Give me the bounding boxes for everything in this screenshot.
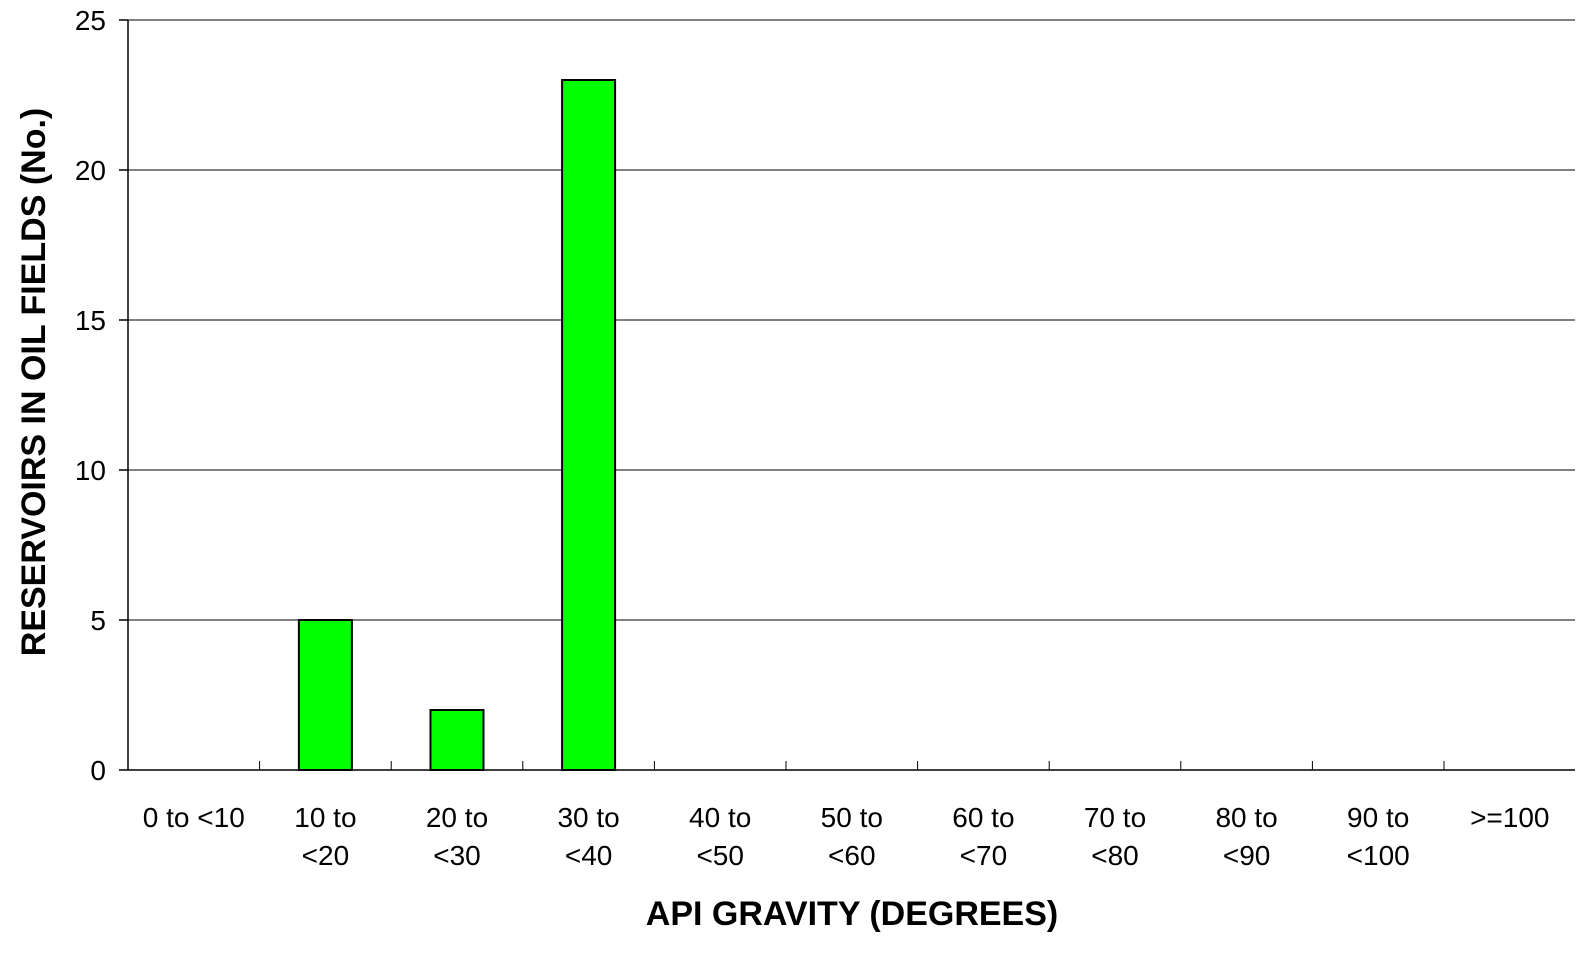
bar [429,709,485,771]
x-tick-label: >=100 [1470,802,1549,833]
tick-labels: 0 5 10 15 20 25 0 to <10 10 to <20 20 to <30 30 to <… [75,5,1550,871]
x-tick-label: 60 to [952,802,1014,833]
x-tick-label: <90 [1223,840,1271,871]
gridlines [128,19,1575,621]
x-tick-label: 30 to [557,802,619,833]
bar [297,619,353,771]
x-tick-label: 0 to <10 [143,802,245,833]
x-tick-label: <20 [302,840,350,871]
x-tick-label: 70 to [1084,802,1146,833]
x-tick-label: 50 to [821,802,883,833]
x-tick-label: 40 to [689,802,751,833]
y-tick-label: 10 [75,455,106,486]
x-tick-label: <70 [960,840,1008,871]
y-axis-title: RESERVOIRS IN OIL FIELDS (No.) [15,108,53,656]
bars [297,79,617,771]
x-tick-label: <100 [1347,840,1410,871]
y-tick-label: 15 [75,305,106,336]
y-tick-label: 20 [75,155,106,186]
x-tick-label: <40 [565,840,613,871]
x-tick-label: <30 [433,840,481,871]
x-tick-label: 20 to [426,802,488,833]
bar [561,79,617,771]
y-tick-label: 5 [90,605,106,636]
x-tick-label: <80 [1091,840,1139,871]
x-tick-label: <60 [828,840,876,871]
x-tick-label: 80 to [1215,802,1277,833]
x-tick-label: 90 to [1347,802,1409,833]
axes [119,19,1575,771]
x-tick-label: <50 [696,840,744,871]
y-tick-label: 0 [90,755,106,786]
y-tick-label: 25 [75,5,106,36]
x-tick-label: 10 to [294,802,356,833]
x-axis-title: API GRAVITY (DEGREES) [646,895,1058,933]
